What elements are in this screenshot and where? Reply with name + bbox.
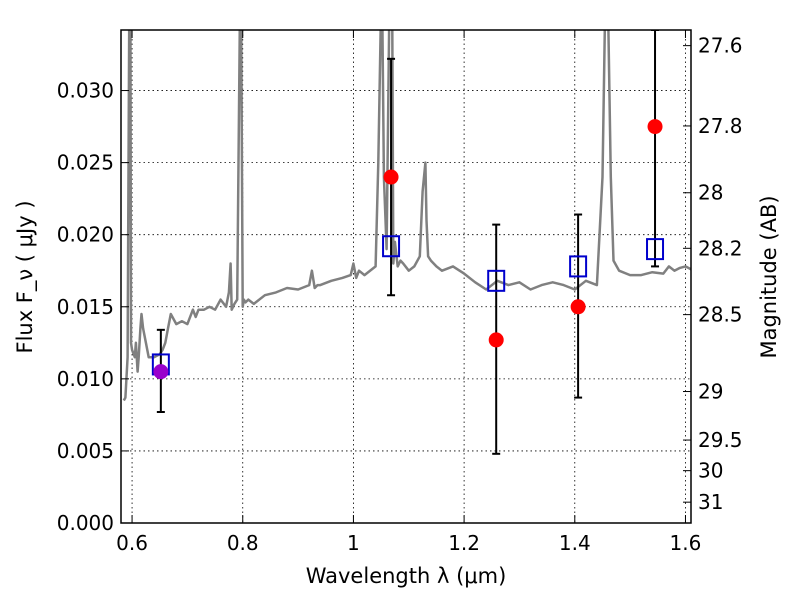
right-tick-label: 28.2 xyxy=(698,236,743,260)
right-tick-label: 27.6 xyxy=(698,34,743,58)
y-tick-label: 0.005 xyxy=(57,439,114,463)
right-tick-label: 28 xyxy=(698,181,723,205)
right-tick-label: 29.5 xyxy=(698,428,743,452)
x-axis-title: Wavelength λ (μm) xyxy=(306,564,507,588)
observed-marker-circle xyxy=(153,364,169,380)
right-axis-title: Magnitude (AB) xyxy=(757,195,781,358)
model-marker-square xyxy=(487,269,506,292)
spectrum-line xyxy=(122,30,691,402)
x-tick-label: 0.6 xyxy=(116,531,148,555)
right-tick-label: 29 xyxy=(698,380,723,404)
observed-marker-circle xyxy=(383,169,399,185)
x-tick-label: 1 xyxy=(347,531,360,555)
tick-layer: 0.6 0.8 1 1.2 1.4 1.6 0.000 0.005 0.010 0.015 0.02… xyxy=(57,30,743,555)
model-marker-square xyxy=(646,238,665,261)
right-tick-label: 31 xyxy=(698,490,723,514)
x-tick-label: 1.4 xyxy=(559,531,591,555)
observed-marker-circle xyxy=(647,119,663,135)
plot-frame xyxy=(120,29,692,524)
y-tick-label: 0.020 xyxy=(57,223,114,247)
y-tick-label: 0.015 xyxy=(57,295,114,319)
data-layer xyxy=(122,30,691,455)
observed-marker-circle xyxy=(570,299,586,315)
x-tick-label: 1.2 xyxy=(448,531,480,555)
y-axis-title: Flux F_ν ( μJy ) xyxy=(13,200,38,353)
y-tick-label: 0.010 xyxy=(57,367,114,391)
model-marker-square xyxy=(569,255,588,278)
y-tick-label: 0.030 xyxy=(57,79,114,103)
x-tick-label: 0.8 xyxy=(227,531,259,555)
y-tick-label: 0.025 xyxy=(57,151,114,175)
grid-layer xyxy=(121,30,691,524)
y-tick-label: 0.000 xyxy=(57,511,114,535)
x-tick-label: 1.6 xyxy=(670,531,702,555)
right-tick-label: 27.8 xyxy=(698,114,743,138)
right-tick-label: 30 xyxy=(698,459,723,483)
observed-marker-circle xyxy=(488,332,504,348)
model-marker-square xyxy=(382,235,401,258)
right-tick-label: 28.5 xyxy=(698,303,743,327)
